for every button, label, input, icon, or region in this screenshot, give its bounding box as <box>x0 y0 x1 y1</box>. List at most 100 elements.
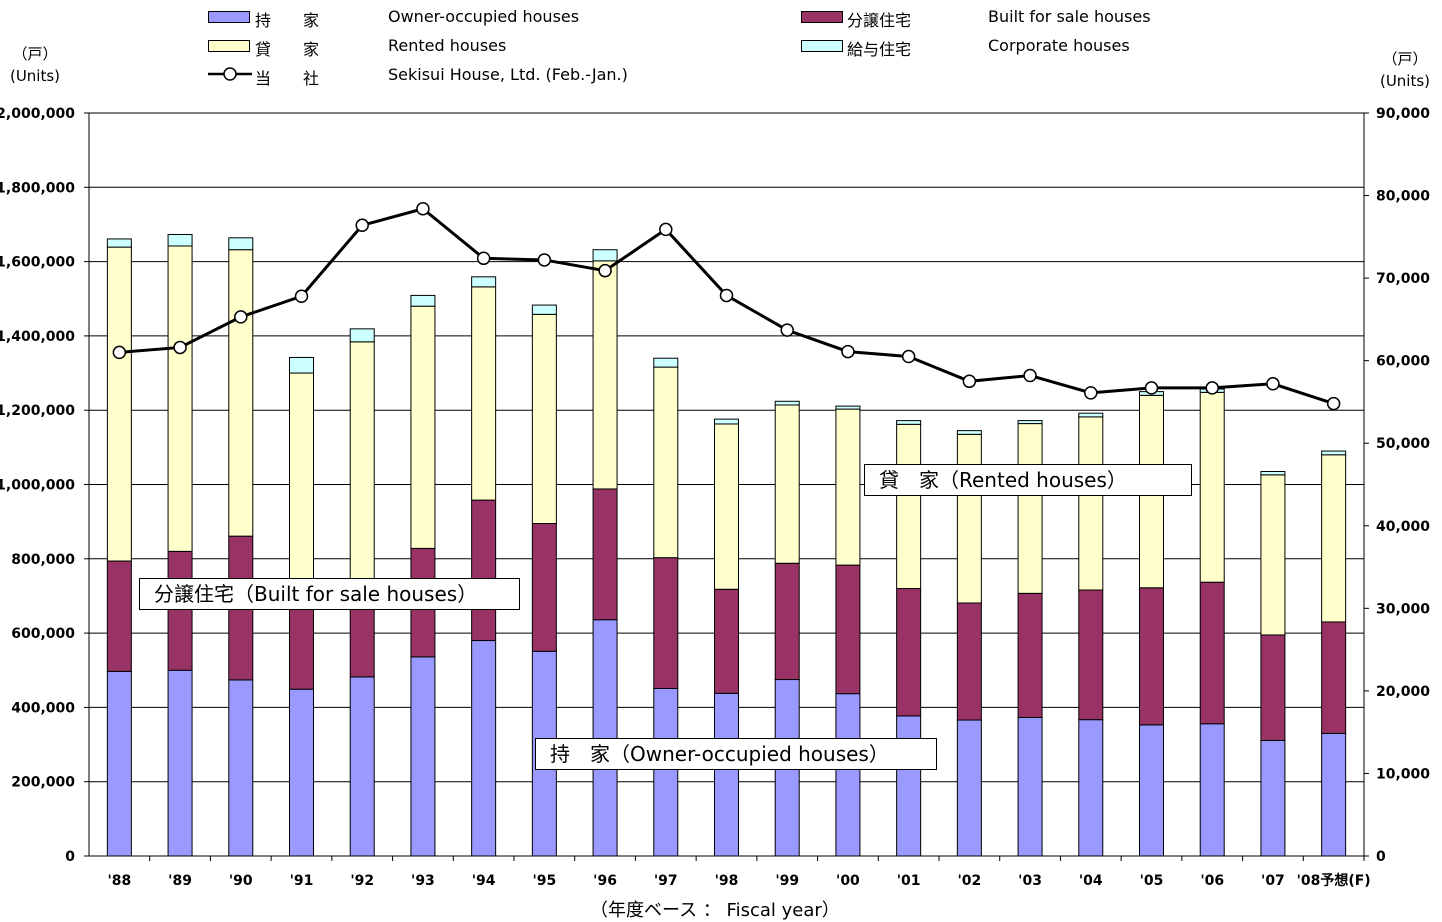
sekisui-point <box>112 345 127 360</box>
sekisui-point <box>780 323 794 337</box>
bar-built-for-sale <box>896 588 922 717</box>
bar-corporate <box>956 430 982 435</box>
legend-label-sale-en: Built for sale houses <box>988 7 1151 26</box>
x-axis-tick-label: '89 <box>168 873 192 889</box>
bar-built-for-sale <box>531 523 557 652</box>
legend-label-sekisui-jp: 当 社 <box>255 69 320 88</box>
left-axis-unit-jp: （戸） <box>12 45 58 63</box>
legend-swatch-sekisui <box>208 67 252 81</box>
bar-built-for-sale <box>1199 581 1225 725</box>
legend-label-corporate-jp: 給与住宅 <box>847 40 912 59</box>
left-axis-tick-label: 200,000 <box>11 775 75 791</box>
bar-built-for-sale <box>289 606 314 690</box>
bar-corporate <box>349 328 375 343</box>
sekisui-point <box>355 218 369 233</box>
x-axis-tick-label: '98 <box>715 873 739 889</box>
sekisui-point <box>1144 381 1159 395</box>
legend-swatch-rented <box>208 40 250 52</box>
bar-corporate <box>1017 420 1043 425</box>
bar-owner-occupied <box>1260 739 1286 857</box>
x-axis-tick-label: '02 <box>957 873 981 889</box>
bar-rented <box>1321 454 1347 623</box>
sekisui-point <box>1266 377 1280 391</box>
bar-owner-occupied <box>106 670 132 857</box>
bar-rented <box>106 246 132 562</box>
bar-built-for-sale <box>653 557 679 689</box>
bar-owner-occupied <box>956 719 982 857</box>
left-axis-tick-label: 2,000,000 <box>0 106 75 122</box>
x-axis-tick-label: '00 <box>836 873 860 889</box>
bar-built-for-sale <box>774 562 800 681</box>
bar-owner-occupied <box>1017 716 1043 857</box>
x-axis-title: （年度ベース ： Fiscal year） <box>590 900 840 921</box>
bar-built-for-sale <box>349 608 375 678</box>
bar-rented <box>471 286 497 501</box>
bar-rented <box>653 366 679 559</box>
x-axis-tick-label: '06 <box>1200 873 1224 889</box>
bar-corporate <box>1321 450 1347 456</box>
right-axis-tick-label: 90,000 <box>1376 106 1430 122</box>
legend-label-owner-jp: 持 家 <box>255 11 320 30</box>
bar-owner-occupied <box>653 687 679 857</box>
legend-swatch-owner <box>208 11 250 23</box>
x-axis-tick-label: '91 <box>290 873 314 889</box>
bar-corporate <box>896 420 922 425</box>
left-axis-tick-label: 600,000 <box>11 626 75 642</box>
left-axis-tick-label: 0 <box>65 849 75 865</box>
bar-rented <box>774 404 800 564</box>
bar-corporate <box>1260 470 1286 476</box>
x-axis-tick-label: '97 <box>654 873 678 889</box>
bar-rented <box>1078 416 1104 591</box>
bar-built-for-sale <box>1078 589 1104 721</box>
x-axis-tick-label: '96 <box>593 873 617 889</box>
sekisui-point <box>1205 381 1219 395</box>
sekisui-point <box>416 202 430 216</box>
x-axis-tick-label: '94 <box>472 873 496 889</box>
left-axis-tick-label: 1,200,000 <box>0 403 75 419</box>
sekisui-point <box>841 344 855 359</box>
right-axis-tick-label: 70,000 <box>1376 271 1430 287</box>
bar-rented <box>289 372 314 608</box>
bar-built-for-sale <box>714 588 739 694</box>
right-axis-tick-label: 10,000 <box>1376 766 1430 782</box>
bar-built-for-sale <box>471 499 497 642</box>
x-axis-tick-label: '92 <box>350 873 374 889</box>
bar-owner-occupied <box>1199 723 1225 857</box>
sekisui-point <box>537 253 552 267</box>
sekisui-point <box>294 289 309 304</box>
bar-corporate <box>1078 412 1104 418</box>
sekisui-point <box>901 349 916 364</box>
legend-label-rented-en: Rented houses <box>388 36 507 55</box>
bar-built-for-sale <box>106 560 132 672</box>
legend-label-owner-en: Owner-occupied houses <box>388 7 580 26</box>
left-axis-tick-label: 1,600,000 <box>0 255 75 271</box>
sekisui-point <box>476 251 491 266</box>
bar-rented <box>1260 474 1286 636</box>
bar-owner-occupied <box>1139 724 1164 857</box>
legend-label-corporate-en: Corporate houses <box>988 36 1130 55</box>
bar-rented <box>1199 391 1225 583</box>
bar-rented <box>956 433 982 604</box>
x-axis-tick-label: '07 <box>1261 873 1285 889</box>
left-axis-tick-label: 800,000 <box>11 552 75 568</box>
right-axis-tick-label: 50,000 <box>1376 436 1430 452</box>
legend-swatch-corporate <box>801 40 843 52</box>
legend-label-sale-jp: 分譲住宅 <box>847 11 912 30</box>
legend-label-sekisui-en: Sekisui House, Ltd. (Feb.-Jan.) <box>388 65 628 84</box>
bar-rented <box>531 313 557 525</box>
bar-owner-occupied <box>228 679 254 857</box>
callout-owner: 持 家（Owner-occupied houses） <box>535 738 937 770</box>
bar-owner-occupied <box>1321 732 1347 857</box>
bar-owner-occupied <box>471 640 497 857</box>
x-axis-tick-label: '90 <box>229 873 253 889</box>
right-axis-unit-en: (Units) <box>1379 72 1431 90</box>
bar-corporate <box>289 356 314 374</box>
left-axis-tick-label: 400,000 <box>11 700 75 716</box>
bar-rented <box>228 249 254 537</box>
x-axis-tick-label: '95 <box>532 873 556 889</box>
x-axis-tick-label: '99 <box>775 873 799 889</box>
x-axis-tick-label: '05 <box>1140 873 1164 889</box>
bar-rented <box>714 423 739 590</box>
bar-owner-occupied <box>289 688 314 857</box>
